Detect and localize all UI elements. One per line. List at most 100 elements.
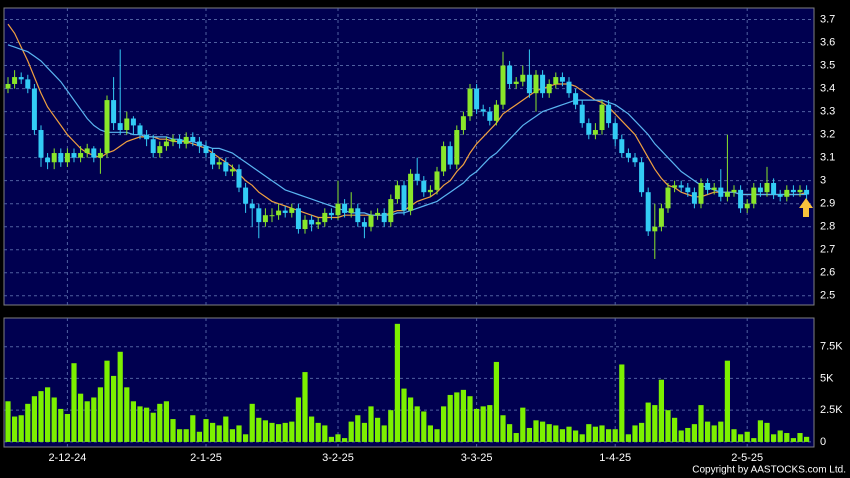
volume-bar [295,397,301,442]
candle-body [731,189,737,193]
candle-body [84,148,90,154]
y-tick-label: 3.3 [820,106,835,118]
volume-bar [18,415,24,442]
y-tick-label: 3.6 [820,36,835,48]
candle-body [210,153,216,165]
candle-body [447,146,453,165]
volume-bar [487,405,493,442]
volume-bar [216,425,222,442]
volume-bar [289,421,295,442]
volume-bar [757,420,763,442]
volume-bar [645,402,651,442]
volume-bar [771,434,777,442]
volume-tick-label: 0 [820,436,826,448]
candle-body [698,182,704,204]
candle-body [71,153,77,158]
volume-bar [685,427,691,442]
volume-bar [678,430,684,442]
candle-body [223,162,229,172]
candle-body [394,185,400,200]
candle-body [665,187,671,209]
volume-bar [183,429,189,442]
candle-body [612,123,618,140]
volume-bar [163,401,169,442]
volume-bar [606,429,612,442]
volume-bar [262,420,268,442]
candle-body [388,199,394,223]
candle-body [262,215,268,223]
volume-bar [111,375,117,442]
volume-bar [500,415,506,442]
candle-body [401,185,407,211]
candle-body [12,77,18,84]
candle-body [427,189,433,193]
volume-bar [652,405,658,442]
volume-bar [460,389,466,442]
candle-body [236,169,242,188]
candle-body [408,173,414,211]
candle-body [474,88,480,110]
volume-bar [71,363,77,442]
volume-bar [309,416,315,442]
candle-body [18,77,24,80]
volume-bar [335,434,341,442]
candle-body [163,141,169,147]
candle-body [91,148,97,158]
x-tick-label: 3-2-25 [322,452,354,464]
candle-body [652,226,658,232]
candle-body [526,74,532,94]
y-tick-label: 3.4 [820,82,835,94]
volume-bar [97,387,103,442]
volume-bar [375,417,381,442]
candle-body [282,210,288,213]
candle-body [777,194,783,197]
current-arrow [799,198,813,217]
y-tick-label: 3.1 [820,152,835,164]
volume-bar [698,405,704,442]
candle-body [619,139,625,154]
candle-body [711,187,717,190]
candle-body [797,189,803,193]
volume-bar [586,424,592,442]
volume-bar [414,406,420,442]
y-tick-label: 3.5 [820,59,835,71]
candle-body [58,153,64,163]
candle-body [764,182,770,193]
candle-body [513,81,519,84]
candle-body [500,65,506,105]
volume-bar [480,406,486,442]
volume-bar [58,408,64,442]
volume-bar [157,403,163,442]
candle-body [150,139,156,154]
candle-body [790,189,796,193]
candle-body [328,212,334,216]
candle-body [309,219,315,225]
volume-bar [117,351,123,442]
y-tick-label: 3.2 [820,129,835,141]
candle-body [177,139,183,144]
volume-bar [790,438,796,442]
candle-body [441,146,447,172]
volume-bar [38,391,44,442]
volume-bar [427,425,433,442]
candle-body [289,208,295,213]
y-tick-label: 2.6 [820,267,835,279]
volume-bar [137,406,143,442]
candle-body [157,146,163,154]
volume-bar [408,397,414,442]
candle-body [487,111,493,121]
volume-bar [236,425,242,442]
volume-bar [256,417,262,442]
volume-bar [533,420,539,442]
candle-body [342,203,348,213]
candle-body [579,104,585,124]
x-tick-label: 1-4-25 [599,452,631,464]
candle-body [586,123,592,135]
candle-body [78,153,84,158]
volume-bar [64,413,70,442]
candle-body [249,203,255,209]
volume-bar [223,416,229,442]
candle-body [672,185,678,188]
volume-bar [454,392,460,442]
